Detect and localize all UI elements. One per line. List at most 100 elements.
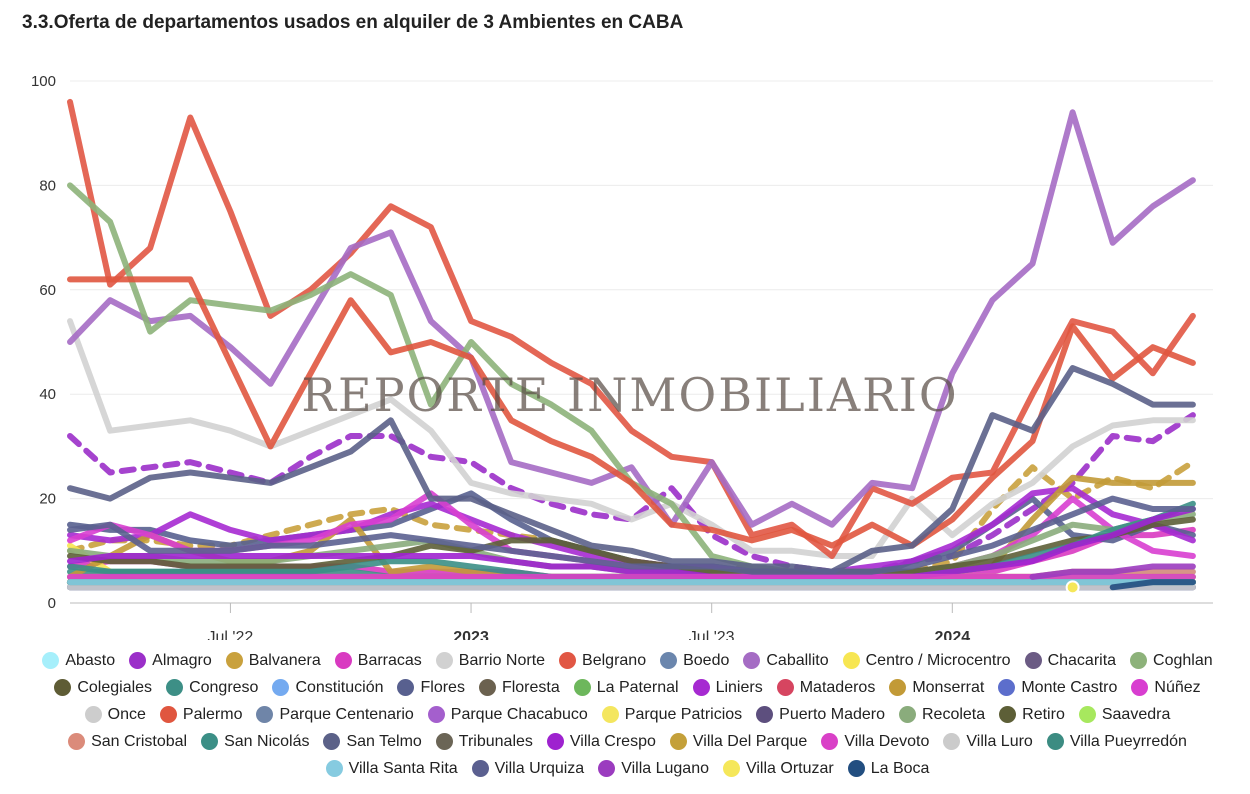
series-line-belgrano[interactable] xyxy=(67,98,1196,559)
legend-swatch xyxy=(201,733,219,750)
legend-swatch xyxy=(272,679,290,696)
series-line-caballito[interactable] xyxy=(67,109,1196,528)
legend-item-colegiales[interactable]: Colegiales xyxy=(54,677,152,698)
legend-item-villa-urquiza[interactable]: Villa Urquiza xyxy=(471,758,585,779)
x-tick-label: 2023 xyxy=(453,629,489,640)
legend-item-villa-crespo[interactable]: Villa Crespo xyxy=(546,731,656,752)
legend-swatch xyxy=(660,652,678,669)
legend-swatch xyxy=(692,679,710,696)
legend-swatch xyxy=(821,733,839,750)
legend-label: San Nicolás xyxy=(224,732,310,750)
legend-item-mataderos[interactable]: Mataderos xyxy=(776,677,876,698)
legend-label: Monserrat xyxy=(912,678,985,696)
series-point-villa-ortuzar[interactable] xyxy=(1065,580,1080,595)
legend-item-villa-devoto[interactable]: Villa Devoto xyxy=(821,731,929,752)
legend-item-la-paternal[interactable]: La Paternal xyxy=(573,677,679,698)
legend-item-chacarita[interactable]: Chacarita xyxy=(1024,650,1116,671)
legend-label: San Cristobal xyxy=(91,732,188,750)
legend-label: Núñez xyxy=(1154,678,1201,696)
legend-item-constitucion[interactable]: Constitución xyxy=(272,677,383,698)
legend-swatch xyxy=(1130,652,1148,669)
legend-swatch xyxy=(225,652,243,669)
legend-item-boedo[interactable]: Boedo xyxy=(660,650,729,671)
legend-swatch xyxy=(743,652,761,669)
legend-swatch xyxy=(427,706,445,723)
legend-item-tribunales[interactable]: Tribunales xyxy=(435,731,533,752)
legend-item-barrio-norte[interactable]: Barrio Norte xyxy=(435,650,545,671)
legend-item-retiro[interactable]: Retiro xyxy=(999,704,1065,725)
legend-swatch xyxy=(129,652,147,669)
legend-swatch xyxy=(323,733,341,750)
legend-label: Flores xyxy=(420,678,465,696)
legend-label: Villa Santa Rita xyxy=(348,759,458,777)
legend-item-villa-santa-rita[interactable]: Villa Santa Rita xyxy=(325,758,458,779)
legend-item-monserrat[interactable]: Monserrat xyxy=(889,677,984,698)
legend-swatch xyxy=(435,652,453,669)
legend-item-villa-luro[interactable]: Villa Luro xyxy=(943,731,1033,752)
legend-item-villa-pueyrredon[interactable]: Villa Pueyrredón xyxy=(1046,731,1187,752)
series-line-villa-crespo[interactable] xyxy=(67,506,1196,580)
legend-item-san-cristobal[interactable]: San Cristobal xyxy=(68,731,187,752)
legend-item-san-nicolas[interactable]: San Nicolás xyxy=(201,731,309,752)
series-line-retiro[interactable] xyxy=(67,516,1196,575)
legend-label: Villa Luro xyxy=(966,732,1033,750)
legend-swatch xyxy=(325,760,343,777)
legend-item-parque-chacabuco[interactable]: Parque Chacabuco xyxy=(427,704,588,725)
legend-item-parque-centenario[interactable]: Parque Centenario xyxy=(256,704,414,725)
legend-item-floresta[interactable]: Floresta xyxy=(478,677,560,698)
legend-item-san-telmo[interactable]: San Telmo xyxy=(323,731,422,752)
legend-item-congreso[interactable]: Congreso xyxy=(166,677,258,698)
legend-item-flores[interactable]: Flores xyxy=(397,677,465,698)
legend-label: Parque Chacabuco xyxy=(450,705,588,723)
legend-item-caballito[interactable]: Caballito xyxy=(743,650,829,671)
legend-swatch xyxy=(397,679,415,696)
series-line-san-telmo[interactable] xyxy=(67,365,1196,575)
legend-label: La Paternal xyxy=(596,678,679,696)
legend-item-centro-microcentro[interactable]: Centro / Microcentro xyxy=(842,650,1011,671)
legend-swatch xyxy=(1046,733,1064,750)
y-axis: 0 20 40 60 80 100 xyxy=(31,73,56,612)
legend-item-belgrano[interactable]: Belgrano xyxy=(559,650,646,671)
legend-label: Villa Ortuzar xyxy=(745,759,834,777)
legend-item-recoleta[interactable]: Recoleta xyxy=(899,704,985,725)
legend-item-puerto-madero[interactable]: Puerto Madero xyxy=(756,704,885,725)
legend-item-monte-castro[interactable]: Monte Castro xyxy=(998,677,1117,698)
series-line-villa-lugano[interactable] xyxy=(1029,563,1196,580)
legend-swatch xyxy=(669,733,687,750)
series-line-villa-urquiza[interactable] xyxy=(67,495,1196,575)
legend-item-la-boca[interactable]: La Boca xyxy=(847,758,929,779)
series-line-barrio-norte[interactable] xyxy=(67,318,1196,559)
legend-label: Barracas xyxy=(357,651,422,669)
legend-label: Villa Del Parque xyxy=(692,732,808,750)
legend-item-villa-del-parque[interactable]: Villa Del Parque xyxy=(669,731,808,752)
legend-item-parque-patricios[interactable]: Parque Patricios xyxy=(601,704,742,725)
legend-item-villa-ortuzar[interactable]: Villa Ortuzar xyxy=(722,758,834,779)
legend-item-balvanera[interactable]: Balvanera xyxy=(225,650,321,671)
legend-swatch xyxy=(776,679,794,696)
legend-label: Mataderos xyxy=(799,678,876,696)
legend-swatch xyxy=(471,760,489,777)
legend-item-once[interactable]: Once xyxy=(84,704,146,725)
legend-item-coghlan[interactable]: Coghlan xyxy=(1130,650,1213,671)
legend-label: Villa Urquiza xyxy=(494,759,585,777)
y-tick-label: 100 xyxy=(31,73,56,90)
legend-item-nunez[interactable]: Núñez xyxy=(1131,677,1201,698)
legend-item-villa-lugano[interactable]: Villa Lugano xyxy=(598,758,709,779)
legend-item-liniers[interactable]: Liniers xyxy=(692,677,763,698)
legend-label: Puerto Madero xyxy=(779,705,885,723)
x-tick-label: Jul '22 xyxy=(208,629,254,640)
legend-item-almagro[interactable]: Almagro xyxy=(129,650,212,671)
legend-swatch xyxy=(559,652,577,669)
legend-label: Floresta xyxy=(501,678,560,696)
series-line-palermo[interactable] xyxy=(67,276,1196,549)
watermark: REPORTE INMOBILIARIO xyxy=(301,368,958,422)
series-line-la-boca[interactable] xyxy=(1109,579,1196,591)
legend-swatch xyxy=(435,733,453,750)
legend-label: Parque Centenario xyxy=(279,705,414,723)
legend-item-saavedra[interactable]: Saavedra xyxy=(1078,704,1170,725)
legend-item-barracas[interactable]: Barracas xyxy=(334,650,422,671)
legend-label: Abasto xyxy=(65,651,116,669)
legend-item-abasto[interactable]: Abasto xyxy=(42,650,115,671)
legend-swatch xyxy=(478,679,496,696)
legend-item-palermo[interactable]: Palermo xyxy=(159,704,242,725)
